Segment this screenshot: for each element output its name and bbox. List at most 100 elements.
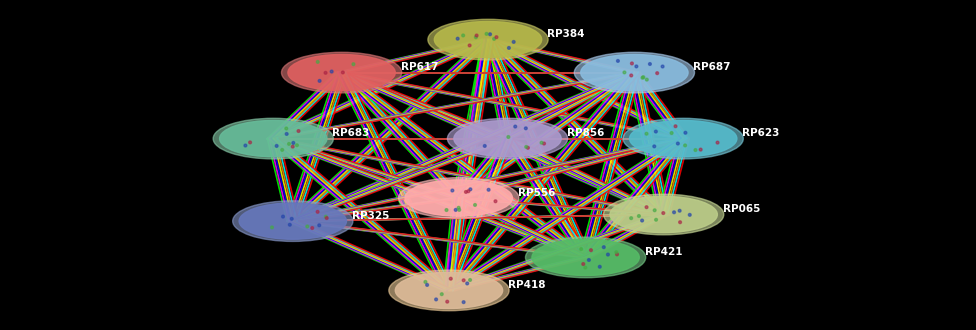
Point — [278, 126, 294, 131]
Point — [468, 35, 484, 40]
Point — [638, 205, 654, 210]
Circle shape — [454, 120, 561, 157]
Point — [592, 264, 608, 269]
Point — [576, 261, 591, 267]
Point — [268, 143, 284, 148]
Point — [671, 141, 686, 146]
Point — [309, 209, 325, 214]
Point — [281, 141, 297, 147]
Point — [451, 205, 467, 211]
Point — [282, 222, 298, 227]
Point — [501, 134, 516, 140]
Text: RP617: RP617 — [400, 62, 438, 72]
Point — [456, 278, 471, 283]
Circle shape — [232, 201, 353, 242]
Point — [486, 36, 502, 42]
Point — [608, 249, 624, 255]
Circle shape — [398, 178, 519, 218]
Circle shape — [610, 196, 717, 233]
Text: RP623: RP623 — [742, 128, 780, 138]
Point — [445, 188, 461, 193]
Point — [420, 282, 435, 287]
Circle shape — [532, 239, 639, 276]
Point — [443, 276, 459, 281]
Point — [647, 208, 663, 213]
Point — [479, 31, 495, 37]
Point — [600, 252, 616, 257]
Point — [668, 124, 683, 129]
Point — [481, 187, 497, 192]
Point — [324, 69, 340, 74]
Point — [518, 126, 534, 131]
Point — [438, 207, 454, 213]
Circle shape — [630, 120, 737, 157]
Point — [285, 144, 301, 149]
Point — [237, 143, 253, 148]
Point — [448, 207, 464, 213]
Point — [520, 145, 536, 150]
Point — [318, 70, 334, 76]
Point — [452, 207, 468, 213]
Circle shape — [281, 52, 402, 93]
Point — [468, 202, 483, 208]
Point — [286, 140, 302, 146]
Point — [573, 247, 589, 252]
Circle shape — [288, 54, 395, 91]
Point — [634, 218, 650, 223]
Point — [649, 71, 665, 76]
Point — [305, 225, 320, 231]
Point — [667, 210, 682, 215]
Point — [274, 147, 290, 152]
Point — [677, 143, 693, 148]
Point — [656, 211, 671, 216]
Point — [289, 143, 305, 148]
Point — [536, 141, 551, 146]
Point — [462, 43, 477, 48]
Circle shape — [447, 118, 568, 159]
Point — [617, 70, 632, 75]
Point — [634, 75, 650, 80]
Point — [434, 291, 450, 297]
Circle shape — [603, 194, 724, 235]
Circle shape — [581, 54, 688, 91]
Circle shape — [220, 120, 327, 157]
Point — [584, 248, 599, 253]
Point — [655, 64, 671, 69]
Point — [460, 281, 475, 286]
Point — [624, 73, 639, 78]
Point — [242, 140, 258, 145]
Point — [508, 124, 523, 129]
Point — [581, 257, 596, 263]
Text: RP556: RP556 — [518, 187, 555, 198]
Point — [477, 143, 493, 148]
Point — [463, 277, 478, 282]
Point — [463, 187, 478, 192]
Point — [439, 299, 455, 304]
Point — [428, 297, 444, 302]
Point — [609, 252, 625, 257]
Point — [450, 36, 466, 41]
Text: RP325: RP325 — [352, 211, 389, 221]
Circle shape — [427, 19, 549, 60]
Point — [635, 75, 651, 80]
Point — [456, 33, 471, 38]
Point — [291, 128, 306, 134]
Point — [642, 61, 658, 67]
Point — [311, 78, 327, 83]
Point — [629, 64, 644, 69]
Point — [279, 131, 295, 137]
Point — [631, 214, 647, 219]
Point — [319, 215, 335, 221]
Text: RP687: RP687 — [693, 62, 731, 72]
Point — [458, 189, 473, 195]
Point — [300, 224, 315, 229]
Point — [318, 214, 334, 219]
Point — [646, 144, 662, 149]
Point — [335, 70, 350, 75]
Point — [664, 130, 679, 136]
Point — [688, 148, 704, 153]
Circle shape — [213, 118, 334, 159]
Point — [489, 35, 505, 40]
Point — [596, 245, 612, 250]
Text: RP065: RP065 — [723, 204, 760, 214]
